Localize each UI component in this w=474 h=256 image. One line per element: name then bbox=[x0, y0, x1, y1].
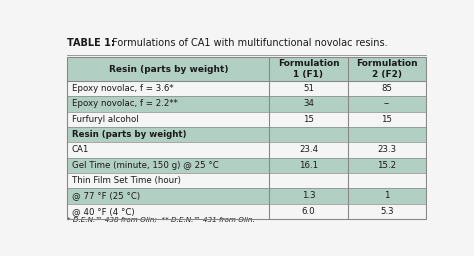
Bar bbox=[67, 81, 426, 96]
Text: --: -- bbox=[383, 100, 390, 109]
Text: 15.2: 15.2 bbox=[377, 161, 396, 170]
Text: Epoxy novolac, f = 3.6*: Epoxy novolac, f = 3.6* bbox=[72, 84, 173, 93]
Bar bbox=[67, 173, 426, 188]
Text: Formulation
1 (F1): Formulation 1 (F1) bbox=[278, 59, 339, 79]
Text: Formulation
2 (F2): Formulation 2 (F2) bbox=[356, 59, 418, 79]
Text: Gel Time (minute, 150 g) @ 25 °C: Gel Time (minute, 150 g) @ 25 °C bbox=[72, 161, 219, 170]
Text: @ 40 °F (4 °C): @ 40 °F (4 °C) bbox=[72, 207, 134, 216]
Bar bbox=[67, 127, 426, 142]
Bar bbox=[67, 142, 426, 158]
Bar bbox=[67, 112, 426, 127]
Text: 1: 1 bbox=[384, 191, 390, 200]
Text: Thin Film Set Time (hour): Thin Film Set Time (hour) bbox=[72, 176, 181, 185]
Bar bbox=[67, 96, 426, 112]
Text: CA1: CA1 bbox=[72, 145, 89, 154]
Text: @ 77 °F (25 °C): @ 77 °F (25 °C) bbox=[72, 191, 140, 200]
Text: 15: 15 bbox=[381, 115, 392, 124]
Bar bbox=[67, 57, 426, 219]
Text: 16.1: 16.1 bbox=[299, 161, 318, 170]
Bar bbox=[67, 188, 426, 204]
Text: 23.4: 23.4 bbox=[299, 145, 318, 154]
Text: 51: 51 bbox=[303, 84, 314, 93]
Text: * D.E.N.™ 438 from Olin;  ** D.E.N.™ 431 from Olin.: * D.E.N.™ 438 from Olin; ** D.E.N.™ 431 … bbox=[67, 217, 255, 223]
Text: Formulations of CA1 with multifunctional novolac resins.: Formulations of CA1 with multifunctional… bbox=[109, 38, 387, 48]
Bar bbox=[67, 158, 426, 173]
Text: 85: 85 bbox=[381, 84, 392, 93]
Text: Resin (parts by weight): Resin (parts by weight) bbox=[72, 130, 186, 139]
Text: 6.0: 6.0 bbox=[301, 207, 315, 216]
Text: Epoxy novolac, f = 2.2**: Epoxy novolac, f = 2.2** bbox=[72, 100, 178, 109]
Text: 15: 15 bbox=[303, 115, 314, 124]
Text: TABLE 1:: TABLE 1: bbox=[67, 38, 115, 48]
Text: Resin (parts by weight): Resin (parts by weight) bbox=[109, 65, 228, 74]
Text: Furfuryl alcohol: Furfuryl alcohol bbox=[72, 115, 138, 124]
Bar bbox=[67, 204, 426, 219]
Text: 1.3: 1.3 bbox=[301, 191, 315, 200]
Bar bbox=[67, 57, 426, 81]
Text: 5.3: 5.3 bbox=[380, 207, 393, 216]
Text: 23.3: 23.3 bbox=[377, 145, 396, 154]
Text: 34: 34 bbox=[303, 100, 314, 109]
